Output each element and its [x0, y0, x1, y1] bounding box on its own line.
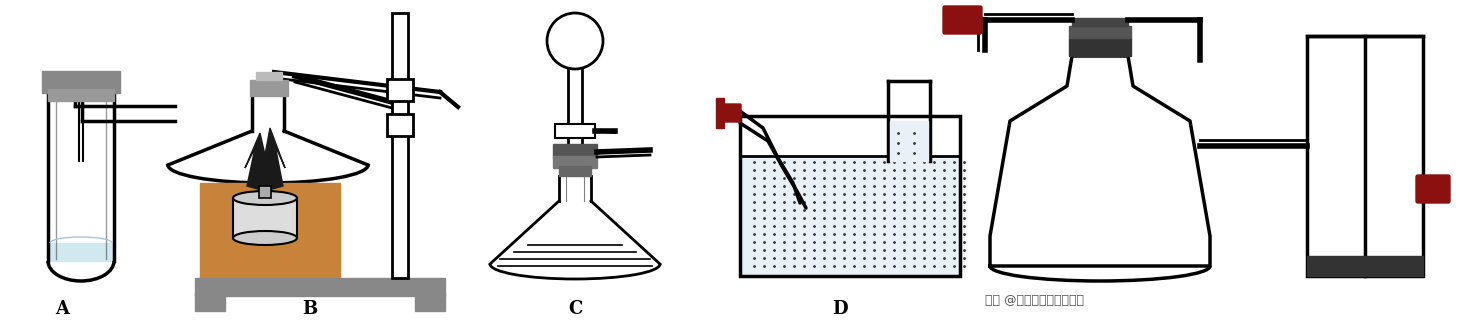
Text: 头条 @中学化学根雕式学习: 头条 @中学化学根雕式学习: [986, 295, 1083, 307]
Bar: [1307, 36, 1422, 276]
Bar: [50, 243, 112, 261]
Bar: [741, 156, 958, 274]
FancyBboxPatch shape: [943, 6, 983, 34]
Bar: [195, 278, 445, 296]
Bar: [1307, 256, 1422, 276]
Bar: [392, 13, 408, 278]
Bar: [259, 186, 271, 198]
Bar: [716, 98, 724, 128]
Bar: [200, 183, 340, 278]
Bar: [256, 72, 283, 80]
Text: B: B: [302, 300, 318, 318]
Bar: [47, 89, 114, 101]
Bar: [195, 293, 225, 311]
Polygon shape: [246, 128, 286, 191]
Ellipse shape: [232, 191, 297, 205]
Circle shape: [548, 13, 602, 69]
Bar: [559, 166, 591, 176]
Text: D: D: [832, 300, 848, 318]
Bar: [1069, 26, 1131, 38]
Bar: [1072, 18, 1128, 26]
Bar: [386, 114, 413, 136]
FancyBboxPatch shape: [1416, 175, 1450, 203]
Bar: [414, 293, 445, 311]
Bar: [554, 144, 596, 158]
Bar: [889, 121, 928, 161]
Bar: [386, 79, 413, 101]
Bar: [1069, 38, 1131, 56]
Polygon shape: [990, 56, 1211, 266]
Bar: [250, 80, 289, 96]
Bar: [232, 198, 297, 238]
Bar: [740, 116, 961, 276]
Bar: [555, 124, 595, 138]
Text: C: C: [568, 300, 582, 318]
Ellipse shape: [232, 231, 297, 245]
Bar: [554, 156, 596, 168]
FancyBboxPatch shape: [716, 104, 741, 122]
Bar: [41, 71, 120, 93]
Text: A: A: [55, 300, 70, 318]
